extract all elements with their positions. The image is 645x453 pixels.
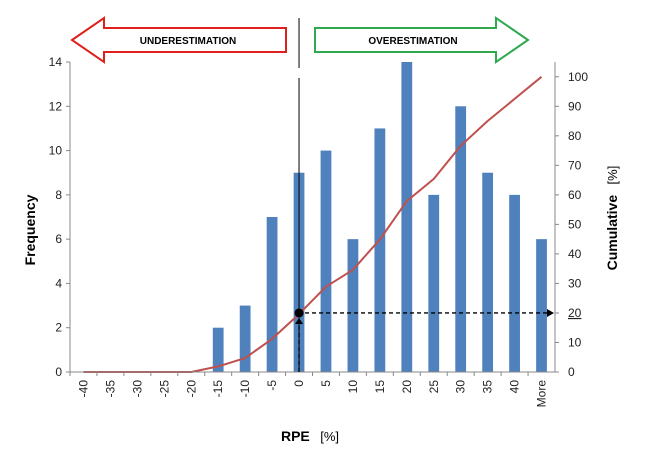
bar — [536, 239, 547, 372]
y2-axis-title: Cumulative [%] — [604, 166, 621, 271]
y2-axis-unit: [%] — [605, 166, 620, 185]
bar — [401, 62, 413, 372]
bar — [320, 150, 332, 372]
y-tick-label: 8 — [55, 188, 62, 202]
bar — [347, 239, 359, 372]
x-tick-label: 30 — [454, 380, 468, 394]
y-tick-label: 12 — [49, 99, 63, 113]
highlight-point — [294, 308, 304, 318]
highlight-right-arrowhead — [547, 308, 554, 317]
underestimation-label: UNDERESTIMATION — [140, 36, 236, 47]
highlight-marker — [294, 308, 554, 372]
bar-series — [212, 62, 547, 373]
bar — [482, 172, 494, 372]
y2-tick-label: 0 — [568, 365, 575, 379]
y-axis-ticks: 0 2 4 6 8 10 12 14 — [49, 55, 70, 379]
y2-tick-label-highlight: 20 — [568, 306, 582, 320]
y2-tick-label: 70 — [568, 158, 582, 172]
cumulative-series — [83, 76, 543, 373]
x-axis-ticks: -40 -35 -30 -25 -20 -15 -10 -5 0 5 10 15 20 25 30 35 40 M… — [69, 372, 549, 408]
bar — [509, 194, 520, 372]
y2-tick-label: 10 — [568, 335, 582, 349]
bar — [266, 217, 278, 372]
y-tick-label: 0 — [55, 365, 62, 379]
y2-tick-label: 90 — [568, 99, 582, 113]
overestimation-arrow: OVERESTIMATION — [314, 16, 530, 64]
x-tick-label: -30 — [130, 380, 144, 398]
x-tick-label: -20 — [184, 380, 198, 398]
underestimation-arrow: UNDERESTIMATION — [70, 16, 287, 64]
x-axis-unit: [%] — [320, 429, 339, 444]
y-tick-label: 2 — [55, 321, 62, 335]
x-axis-title: RPE [%] — [281, 428, 339, 445]
y-tick-label: 10 — [49, 144, 63, 158]
x-tick-label: -35 — [103, 380, 117, 398]
x-tick-label: 15 — [373, 380, 387, 394]
x-tick-label: -25 — [157, 380, 171, 398]
y2-tick-label: 100 — [568, 70, 588, 84]
x-tick-label: -10 — [238, 380, 252, 398]
y-tick-label: 6 — [55, 232, 62, 246]
x-tick-label: -15 — [211, 380, 225, 398]
x-tick-label: -40 — [76, 380, 90, 398]
y2-tick-label: 80 — [568, 129, 582, 143]
y2-tick-label: 30 — [568, 276, 582, 290]
y2-tick-label: 50 — [568, 217, 582, 231]
bar — [374, 128, 386, 372]
y2-tick-label: 40 — [568, 247, 582, 261]
x-tick-label: 5 — [319, 380, 333, 387]
y2-tick-label: 60 — [568, 188, 582, 202]
overestimation-label: OVERESTIMATION — [368, 36, 457, 47]
y2-axis-ticks: 0 10 20 30 40 50 60 70 80 90 100 — [555, 70, 588, 379]
bar — [212, 327, 224, 372]
bar — [239, 305, 251, 372]
x-tick-label: More — [535, 380, 549, 408]
y-tick-label: 14 — [49, 55, 63, 69]
x-tick-label: 40 — [508, 380, 522, 394]
x-tick-label: 20 — [400, 380, 414, 394]
x-axis-title-text: RPE — [281, 428, 310, 444]
bar — [428, 194, 440, 372]
x-tick-label: 35 — [481, 380, 495, 394]
y-axis-title: Frequency — [22, 194, 38, 265]
y-tick-label: 4 — [55, 276, 62, 290]
highlight-up-arrowhead — [295, 317, 304, 324]
x-tick-label: 25 — [427, 380, 441, 394]
x-tick-label: 10 — [346, 380, 360, 394]
bar — [455, 106, 467, 373]
x-tick-label: -5 — [265, 380, 279, 391]
cumulative-line — [83, 76, 543, 373]
x-tick-label: 0 — [292, 380, 306, 387]
y2-axis-title-text: Cumulative — [604, 195, 620, 271]
